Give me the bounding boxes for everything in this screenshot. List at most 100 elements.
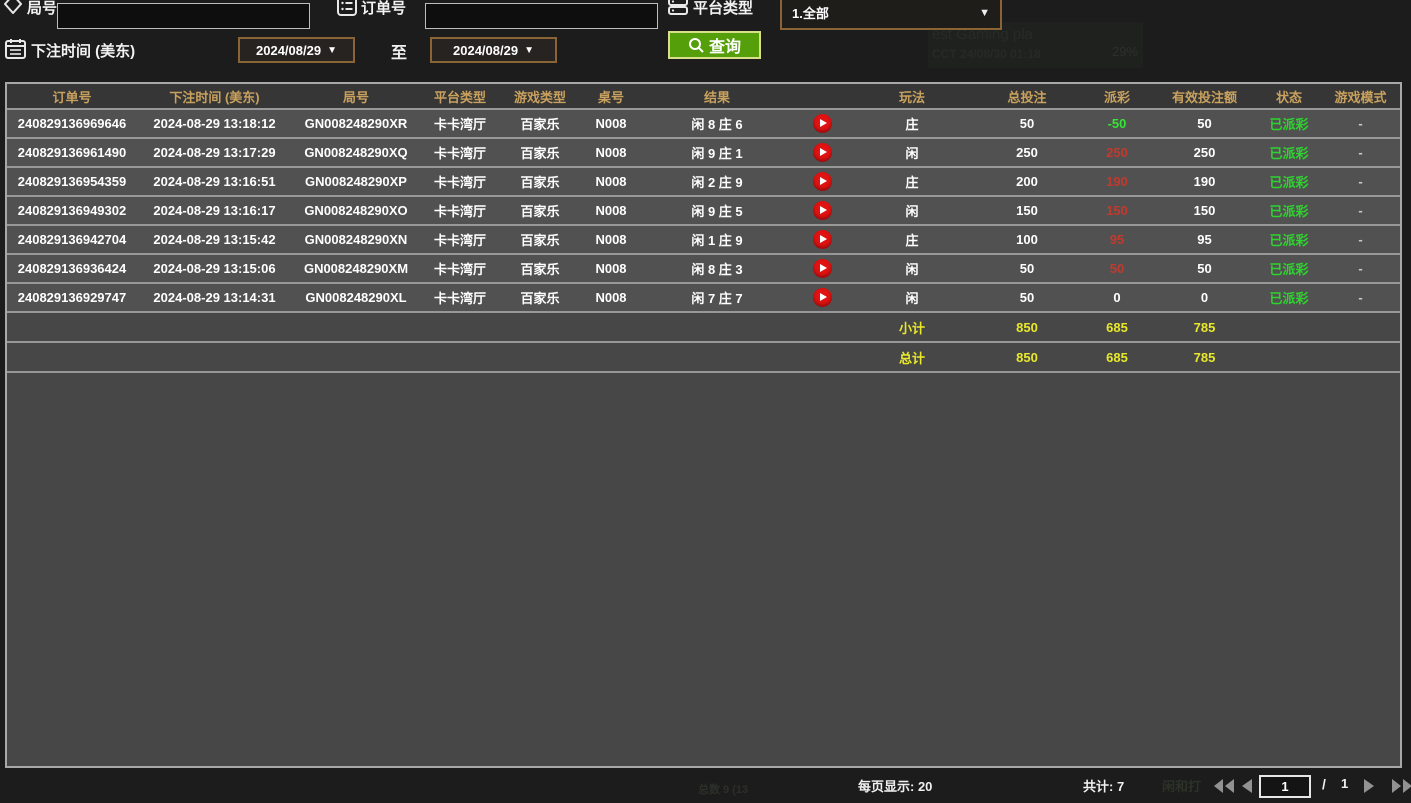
play-video-icon[interactable] [812,172,832,191]
cell-status: 已派彩 [1269,117,1309,132]
cell-game-no: GN008248290XL [305,290,407,305]
cell-payout: -50 [1107,116,1127,131]
cell-status: 已派彩 [1269,175,1309,190]
background-watermark-text: 总数 9 (13 [698,784,749,796]
next-page-icon[interactable] [1363,778,1375,794]
col-header-totalbet: 总投注 [1007,89,1047,105]
cell-game-type: 百家乐 [520,262,560,277]
play-video-icon[interactable] [812,201,832,220]
last-page-icon[interactable] [1391,778,1411,794]
first-page-icon[interactable] [1213,778,1235,794]
subtotal-bet: 850 [1016,319,1038,335]
cell-status: 已派彩 [1269,233,1309,248]
cell-platform: 卡卡湾厅 [433,117,486,132]
cell-play-type: 闲 [905,291,919,306]
cell-play-type: 庄 [905,175,919,190]
cell-table-no: N008 [595,290,627,305]
date-to-value: 2024/08/29 [453,42,519,58]
background-watermark-text: 闲和打 [1162,779,1202,794]
cell-order: 240829136929747 [17,290,127,305]
cell-play-type: 闲 [905,262,919,277]
cell-play-type: 闲 [905,204,919,219]
cell-platform: 卡卡湾厅 [433,175,486,190]
platform-type-select[interactable]: 1.全部 ▼ [780,0,1002,30]
page-number-input[interactable] [1259,775,1311,798]
cell-table-no: N008 [595,145,627,160]
cell-status: 已派彩 [1269,146,1309,161]
calendar-icon [5,38,26,59]
total-payout: 685 [1106,349,1128,365]
cell-result: 闲 9 庄 1 [691,146,743,161]
cell-game-mode: - [1358,116,1363,131]
platform-icon [668,0,688,16]
cell-payout: 190 [1106,174,1128,189]
cell-status: 已派彩 [1269,262,1309,277]
play-video-icon[interactable] [812,114,832,133]
total-label: 总计 [898,350,925,366]
subtotal-label: 小计 [898,320,925,336]
col-header-time: 下注时间 (美东) [169,89,260,105]
total-row: 总计 850 685 785 [7,343,1400,373]
cell-valid-bet: 95 [1197,232,1212,247]
prev-page-icon[interactable] [1241,778,1253,794]
table-row: 240829136949302 2024-08-29 13:16:17 GN0082… [7,197,1400,226]
cell-replay [792,230,852,249]
order-no-input[interactable] [425,3,658,29]
date-to-label: 至 [391,45,408,62]
cell-payout: 0 [1113,290,1121,305]
cell-status: 已派彩 [1269,204,1309,219]
platform-type-label: 平台类型 [693,0,754,17]
cell-result: 闲 9 庄 5 [691,204,743,219]
cell-game-mode: - [1358,261,1363,276]
cell-table-no: N008 [595,232,627,247]
cell-payout: 50 [1109,261,1125,276]
cell-replay [792,201,852,220]
cell-table-no: N008 [595,174,627,189]
cell-platform: 卡卡湾厅 [433,291,486,306]
table-row: 240829136936424 2024-08-29 13:15:06 GN0082… [7,255,1400,284]
col-header-order: 订单号 [52,89,92,105]
cell-valid-bet: 150 [1193,203,1216,218]
cell-valid-bet: 0 [1200,290,1209,305]
cell-game-no: GN008248290XO [304,203,408,218]
cell-platform: 卡卡湾厅 [433,146,486,161]
cell-result: 闲 1 庄 9 [691,233,743,248]
cell-valid-bet: 50 [1197,116,1212,131]
cell-replay [792,143,852,162]
cell-game-type: 百家乐 [520,175,560,190]
cell-game-mode: - [1358,145,1363,160]
date-from-value: 2024/08/29 [256,42,322,58]
cell-valid-bet: 250 [1193,145,1216,160]
play-video-icon[interactable] [812,230,832,249]
table-body: 240829136969646 2024-08-29 13:18:12 GN0082… [7,110,1400,313]
cell-time: 2024-08-29 13:16:17 [153,203,276,218]
cell-game-mode: - [1358,174,1363,189]
cell-result: 闲 8 庄 6 [691,117,743,132]
cell-order: 240829136954359 [17,174,127,189]
col-header-table: 桌号 [597,89,624,105]
cell-game-type: 百家乐 [520,117,560,132]
cell-game-no: GN008248290XM [303,261,409,276]
play-video-icon[interactable] [812,288,832,307]
play-video-icon[interactable] [812,259,832,278]
cell-time: 2024-08-29 13:14:31 [153,290,276,305]
cell-game-type: 百家乐 [520,233,560,248]
game-no-label: 局号 [27,0,58,17]
cell-payout: 95 [1109,232,1125,247]
cell-total-bet: 250 [1016,145,1038,160]
play-video-icon[interactable] [812,143,832,162]
order-no-label: 订单号 [361,0,407,17]
cell-platform: 卡卡湾厅 [433,204,486,219]
date-to-picker[interactable]: 2024/08/29 ▼ [430,37,557,63]
cell-total-bet: 100 [1016,232,1038,247]
cell-total-bet: 50 [1019,290,1035,305]
col-header-mode: 游戏模式 [1334,89,1387,105]
date-from-picker[interactable]: 2024/08/29 ▼ [238,37,355,63]
search-button[interactable]: 查询 [668,31,761,59]
cell-total-bet: 150 [1016,203,1038,218]
cell-order: 240829136936424 [17,261,127,276]
table-row: 240829136942704 2024-08-29 13:15:42 GN0082… [7,226,1400,255]
game-no-input[interactable] [57,3,310,29]
total-valid: 785 [1193,349,1216,365]
